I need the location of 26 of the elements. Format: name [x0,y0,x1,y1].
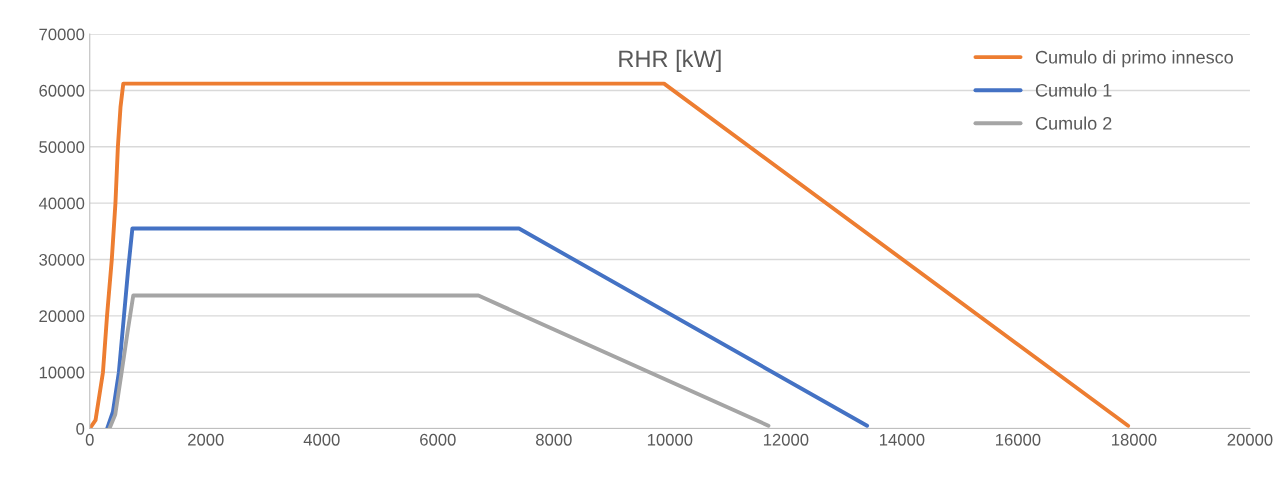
legend-label: Cumulo 1 [1035,83,1112,97]
x-tick-label: 8000 [536,433,572,446]
text: RHR [kW] [619,49,721,72]
x-tick-label: 18000 [1112,433,1157,446]
x-tick-label: 20000 [1227,433,1273,446]
y-tick-label: 60000 [39,84,85,97]
y-tick-label: 30000 [39,253,85,266]
legend-label: Cumulo 2 [1035,116,1112,130]
x-tick-label: 16000 [996,433,1041,446]
x-tick-label: 4000 [303,433,340,446]
y-tick-label: 20000 [39,310,85,323]
y-tick-label: 0 [76,422,85,435]
y-tick-label: 50000 [39,141,85,153]
y-tick-label: 40000 [38,197,85,210]
line-series [89,81,1131,429]
legend-label: Cumulo di primo innesco [1035,50,1233,68]
x-tick-label: 14000 [879,433,925,446]
x-tick-label: 2000 [188,433,224,446]
y-tick-label: 70000 [39,28,85,41]
line-series [107,293,771,429]
x-tick-label: 10000 [647,433,693,446]
x-tick-label: 0 [85,433,94,446]
y-tick-label: 10000 [39,366,85,379]
x-tick-label: 12000 [763,433,809,446]
x-tick-label: 6000 [420,433,456,446]
line-series [105,226,870,429]
